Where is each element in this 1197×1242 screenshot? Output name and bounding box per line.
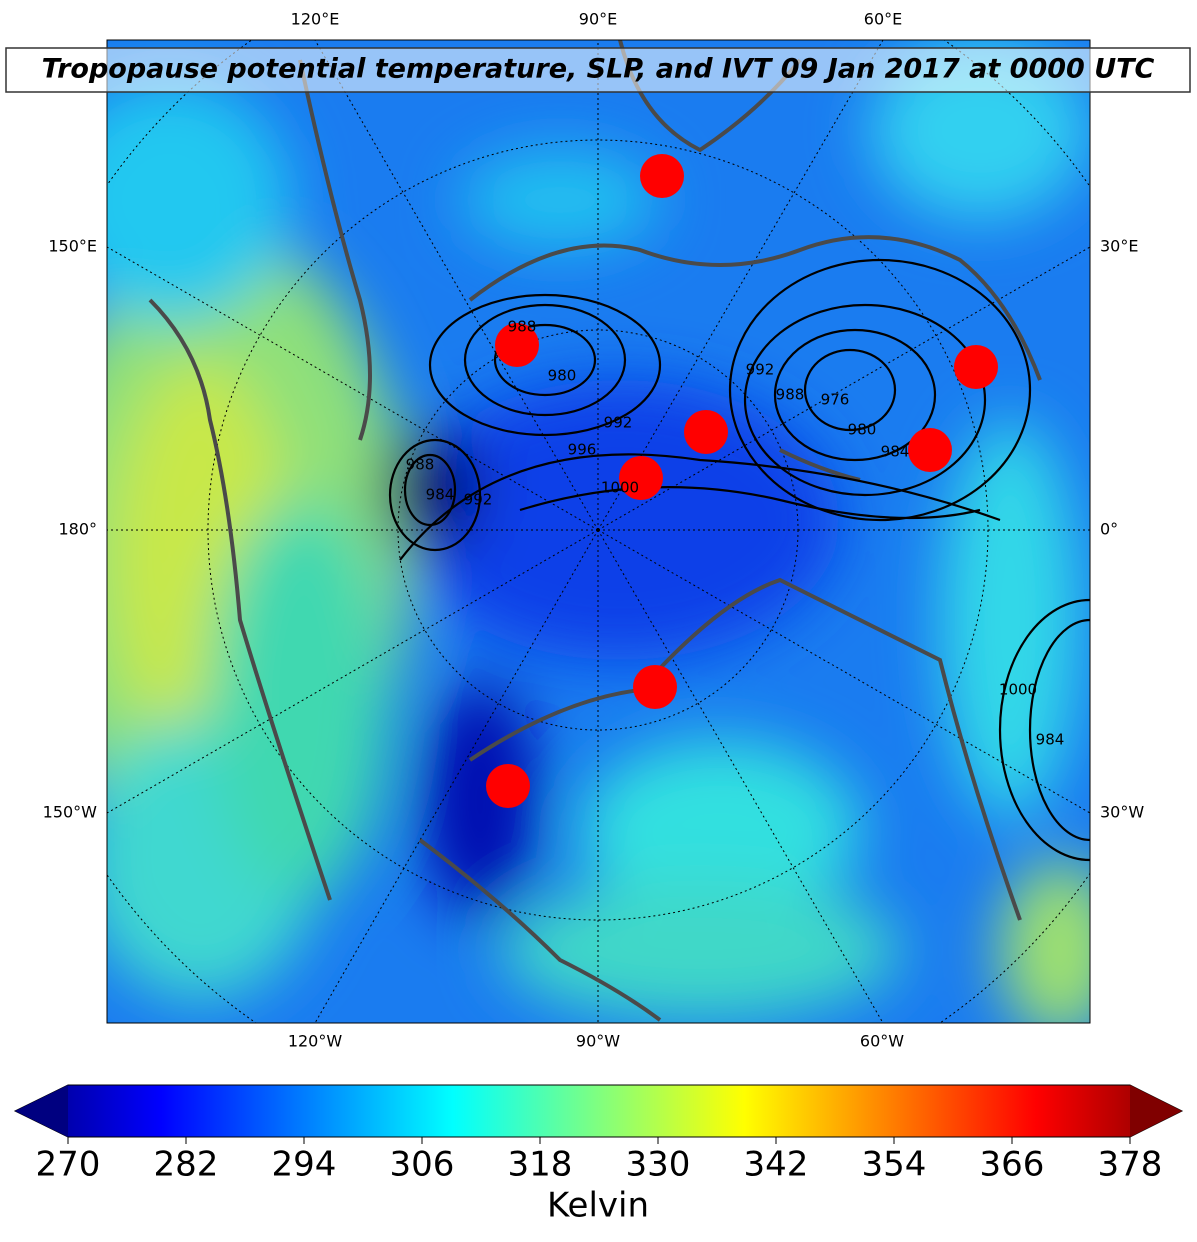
lon-label: 90°W <box>576 1032 620 1051</box>
lon-label: 60°W <box>860 1032 904 1051</box>
colorbar-min-extend <box>15 1085 68 1137</box>
lon-label: 180° <box>58 520 97 539</box>
colorbar-body <box>13 1084 1184 1138</box>
colorbar-tick-label: 270 <box>36 1145 101 1185</box>
colorbar-tick-label: 354 <box>862 1145 927 1185</box>
contour-label: 988 <box>508 318 537 336</box>
lon-label: 60°E <box>864 10 902 29</box>
lon-label: 120°W <box>288 1032 343 1051</box>
colorbar-tick-label: 330 <box>626 1145 691 1185</box>
colorbar-tick-label: 282 <box>154 1145 219 1185</box>
contour-label: 992 <box>464 491 493 509</box>
contour-label: 992 <box>746 361 775 379</box>
colorbar: Kelvin 270 282 294 306 318 330 342 354 366 378 <box>13 1084 1184 1226</box>
title-box <box>5 47 1191 93</box>
contour-label: 980 <box>848 421 877 439</box>
cyclone-centers <box>486 154 998 808</box>
contour-label: 988 <box>776 386 805 404</box>
contour-label: 984 <box>881 443 910 461</box>
lon-labels: 120°E 90°E 60°E 120°W 90°W 60°W 150°E 180° 150°W… <box>43 10 1145 1051</box>
contour-label: 992 <box>604 414 633 432</box>
contour-label: 980 <box>548 367 577 385</box>
colorbar-tick-label: 318 <box>508 1145 573 1185</box>
colorbar-tick-label: 306 <box>390 1145 455 1185</box>
lon-label: 30°E <box>1100 237 1138 256</box>
lon-label: 0° <box>1100 520 1118 539</box>
lon-label: 150°W <box>43 803 98 822</box>
slp-contours <box>388 258 1090 862</box>
lon-label: 30°W <box>1100 803 1144 822</box>
map-frame <box>106 39 1091 1024</box>
colorbar-tick-label: 294 <box>272 1145 337 1185</box>
contour-label: 984 <box>426 486 455 504</box>
contour-label: 1000 <box>999 681 1037 699</box>
colorbar-tick-label: 378 <box>1098 1145 1163 1185</box>
colorbar-tick-label: 366 <box>980 1145 1045 1185</box>
lon-label: 90°E <box>579 10 617 29</box>
colorbar-tick-label: 342 <box>744 1145 809 1185</box>
contour-label: 1000 <box>601 479 639 497</box>
lon-label: 150°E <box>48 237 97 256</box>
lon-label: 120°E <box>291 10 340 29</box>
contour-label: 996 <box>568 441 597 459</box>
colorbar-max-extend <box>1130 1085 1182 1137</box>
colorbar-label: Kelvin <box>547 1186 649 1226</box>
map-field <box>107 40 1090 1023</box>
contour-label: 984 <box>1036 731 1065 749</box>
contour-label: 976 <box>821 391 850 409</box>
contour-label: 988 <box>406 456 435 474</box>
graticule <box>107 40 1090 1023</box>
title: Tropopause potential temperature, SLP, a… <box>42 54 1155 85</box>
